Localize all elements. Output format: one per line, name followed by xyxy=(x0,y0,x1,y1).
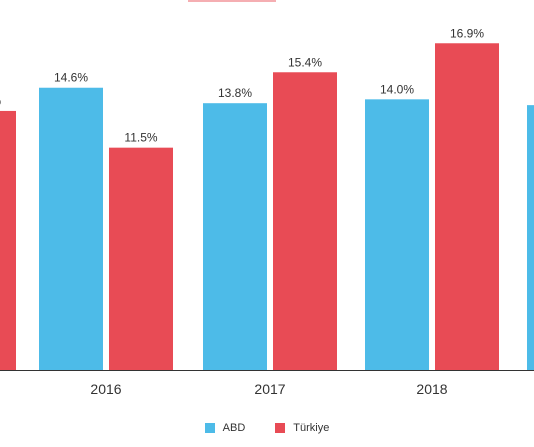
x-tick-label-2018: 2018 xyxy=(416,381,447,397)
legend-swatch-turkiye xyxy=(275,423,286,433)
turkiye-partial-left-value-label: 13.4% xyxy=(0,94,1,108)
abd-2018-value-label: 14.0% xyxy=(380,82,414,96)
legend: ABD Türkiye xyxy=(0,422,534,434)
bar-chart: 14.6% 11.5% 13.8% 15.4% 14.0% 16.9% 13.4% 2016 2… xyxy=(0,26,534,397)
x-tick-label-2016: 2016 xyxy=(90,381,121,397)
turkiye-2017-value-label: 15.4% xyxy=(288,55,322,69)
abd-2017-bar[interactable] xyxy=(203,103,267,370)
turkiye-2017-bar[interactable] xyxy=(273,72,337,371)
legend-item-turkiye[interactable]: Türkiye xyxy=(275,422,329,434)
legend-item-abd[interactable]: ABD xyxy=(204,422,246,434)
turkiye-2018-value-label: 16.9% xyxy=(450,26,484,40)
abd-2016-value-label: 14.6% xyxy=(54,71,88,85)
turkiye-partial-left-bar[interactable] xyxy=(0,110,16,370)
abd-2016-bar[interactable] xyxy=(39,87,103,370)
abd-2017-value-label: 13.8% xyxy=(218,86,252,100)
legend-label-abd: ABD xyxy=(222,422,246,434)
x-tick-label-2017: 2017 xyxy=(254,381,285,397)
turkiye-2016-bar[interactable] xyxy=(109,147,173,370)
top-accent-line xyxy=(188,0,276,2)
legend-swatch-abd xyxy=(204,423,215,433)
turkiye-2018-bar[interactable] xyxy=(435,43,499,371)
turkiye-2016-value-label: 11.5% xyxy=(124,131,157,145)
abd-2018-bar[interactable] xyxy=(365,99,429,370)
abd-partial-right-bar[interactable] xyxy=(527,105,534,370)
legend-label-turkiye: Türkiye xyxy=(293,422,330,434)
